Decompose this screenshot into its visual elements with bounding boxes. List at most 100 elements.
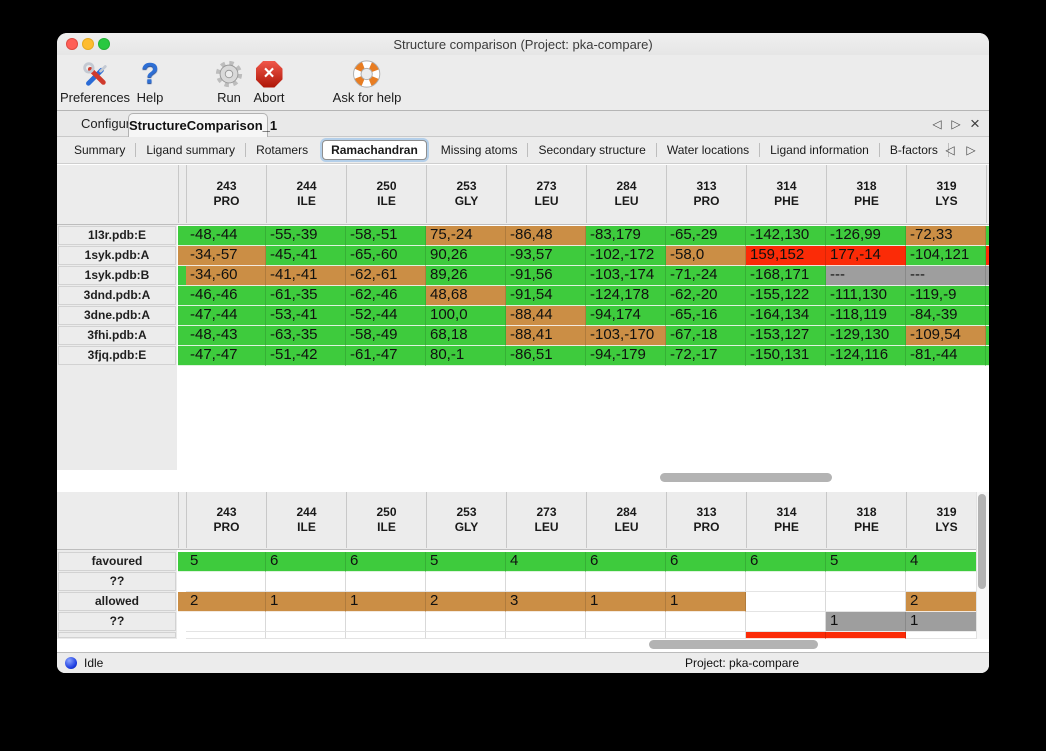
phi-psi-cell[interactable]: -129,130 <box>826 326 906 346</box>
phi-psi-cell[interactable]: -61,-35 <box>266 286 346 306</box>
count-cell[interactable] <box>506 572 586 592</box>
run-button[interactable]: Run <box>213 58 245 105</box>
abort-button[interactable]: × Abort <box>253 58 285 105</box>
count-cell[interactable] <box>186 632 266 639</box>
phi-psi-cell[interactable]: -62,-61 <box>346 266 426 286</box>
count-cell[interactable]: 5 <box>426 552 506 572</box>
count-cell[interactable]: 1 <box>906 612 976 632</box>
phi-psi-cell[interactable]: -91,56 <box>506 266 586 286</box>
help-button[interactable]: ? Help <box>134 58 166 105</box>
phi-psi-cell[interactable]: 89,26 <box>426 266 506 286</box>
phi-psi-cell[interactable]: -51,-42 <box>266 346 346 366</box>
phi-psi-cell[interactable]: -47,-47 <box>186 346 266 366</box>
count-cell[interactable]: 4 <box>506 552 586 572</box>
phi-psi-cell[interactable]: -111,130 <box>826 286 906 306</box>
count-cell[interactable]: 6 <box>666 552 746 572</box>
phi-psi-cell[interactable]: -72,-17 <box>666 346 746 366</box>
count-cell[interactable] <box>346 612 426 632</box>
phi-psi-cell[interactable]: -118,119 <box>826 306 906 326</box>
phi-psi-cell[interactable]: -102,-172 <box>586 246 666 266</box>
phi-psi-cell[interactable]: 90,26 <box>426 246 506 266</box>
phi-psi-cell[interactable]: -65,-60 <box>346 246 426 266</box>
summary-table-horizontal-scrollbar[interactable] <box>649 640 818 649</box>
count-cell[interactable] <box>586 632 666 639</box>
phi-psi-cell[interactable]: -109,54 <box>906 326 986 346</box>
phi-psi-cell[interactable]: -83,179 <box>586 226 666 246</box>
phi-psi-cell[interactable]: -47,-44 <box>186 306 266 326</box>
count-cell[interactable] <box>906 632 976 639</box>
phi-psi-cell[interactable]: -58,0 <box>666 246 746 266</box>
phi-psi-cell[interactable]: -48,-44 <box>186 226 266 246</box>
row-label[interactable]: 1syk.pdb:A <box>58 246 176 265</box>
count-cell[interactable]: 1 <box>666 592 746 612</box>
zoom-window-button[interactable] <box>98 38 110 50</box>
phi-psi-cell[interactable]: 100,0 <box>426 306 506 326</box>
phi-psi-cell[interactable]: -65,-16 <box>666 306 746 326</box>
count-cell[interactable]: 6 <box>346 552 426 572</box>
phi-psi-cell[interactable]: -124,116 <box>826 346 906 366</box>
phi-psi-cell[interactable]: -46,-46 <box>186 286 266 306</box>
subtab-water-locations[interactable]: Water locations <box>666 143 750 157</box>
phi-psi-cell[interactable]: -72,33 <box>906 226 986 246</box>
count-cell[interactable] <box>426 632 506 639</box>
phi-psi-cell[interactable]: -61,-47 <box>346 346 426 366</box>
phi-psi-cell[interactable]: 75,-24 <box>426 226 506 246</box>
count-cell[interactable] <box>666 572 746 592</box>
count-cell[interactable] <box>746 572 826 592</box>
count-cell[interactable] <box>266 572 346 592</box>
phi-psi-cell[interactable]: -88,44 <box>506 306 586 326</box>
phi-psi-cell[interactable]: -86,51 <box>506 346 586 366</box>
phi-psi-cell[interactable]: -91,54 <box>506 286 586 306</box>
count-cell[interactable] <box>826 632 906 639</box>
summary-table-vertical-scrollbar[interactable] <box>978 494 986 589</box>
phi-psi-cell[interactable]: -34,-57 <box>186 246 266 266</box>
phi-psi-cell[interactable]: -153,127 <box>746 326 826 346</box>
phi-psi-cell[interactable]: -67,-18 <box>666 326 746 346</box>
count-cell[interactable] <box>666 612 746 632</box>
row-label[interactable]: 1l3r.pdb:E <box>58 226 176 245</box>
phi-psi-cell[interactable]: -84,-39 <box>906 306 986 326</box>
count-cell[interactable] <box>746 592 826 612</box>
count-cell[interactable]: 1 <box>266 592 346 612</box>
subtab-missing-atoms[interactable]: Missing atoms <box>440 143 518 157</box>
phi-psi-cell[interactable]: -81,-44 <box>906 346 986 366</box>
ask-for-help-button[interactable]: Ask for help <box>333 58 401 105</box>
subtab-rotamers[interactable]: Rotamers <box>256 143 309 157</box>
row-label[interactable]: 3fhi.pdb:A <box>58 326 176 345</box>
count-cell[interactable] <box>906 572 976 592</box>
count-cell[interactable] <box>266 632 346 639</box>
phi-psi-cell[interactable]: -65,-29 <box>666 226 746 246</box>
count-cell[interactable] <box>586 612 666 632</box>
count-cell[interactable]: 2 <box>906 592 976 612</box>
phi-psi-cell[interactable]: -58,-49 <box>346 326 426 346</box>
count-cell[interactable]: 1 <box>826 612 906 632</box>
subtab-ligand-information[interactable]: Ligand information <box>770 143 869 157</box>
count-cell[interactable]: 6 <box>266 552 346 572</box>
row-label[interactable]: 1syk.pdb:B <box>58 266 176 285</box>
count-cell[interactable] <box>346 572 426 592</box>
count-cell[interactable] <box>826 572 906 592</box>
subtab-ligand-summary[interactable]: Ligand summary <box>146 143 236 157</box>
phi-psi-cell[interactable]: --- <box>826 266 906 286</box>
count-cell[interactable] <box>826 592 906 612</box>
phi-psi-cell[interactable]: 48,68 <box>426 286 506 306</box>
phi-psi-cell[interactable]: -45,-41 <box>266 246 346 266</box>
phi-psi-cell[interactable]: -103,-170 <box>586 326 666 346</box>
phi-psi-cell[interactable]: -62,-20 <box>666 286 746 306</box>
row-label[interactable]: 3dne.pdb:A <box>58 306 176 325</box>
phi-psi-cell[interactable]: -94,-179 <box>586 346 666 366</box>
phi-psi-cell[interactable]: -94,174 <box>586 306 666 326</box>
count-cell[interactable] <box>746 632 826 639</box>
row-label[interactable]: 3fjq.pdb:E <box>58 346 176 365</box>
phi-psi-cell[interactable]: -71,-24 <box>666 266 746 286</box>
phi-psi-cell[interactable]: -52,-44 <box>346 306 426 326</box>
phi-psi-cell[interactable]: -142,130 <box>746 226 826 246</box>
count-cell[interactable]: 1 <box>586 592 666 612</box>
phi-psi-cell[interactable]: -126,99 <box>826 226 906 246</box>
detail-table-horizontal-scrollbar[interactable] <box>660 473 832 482</box>
count-cell[interactable] <box>186 572 266 592</box>
count-cell[interactable] <box>426 612 506 632</box>
phi-psi-cell[interactable]: -41,-41 <box>266 266 346 286</box>
count-cell[interactable]: 4 <box>906 552 976 572</box>
phi-psi-cell[interactable]: -155,122 <box>746 286 826 306</box>
